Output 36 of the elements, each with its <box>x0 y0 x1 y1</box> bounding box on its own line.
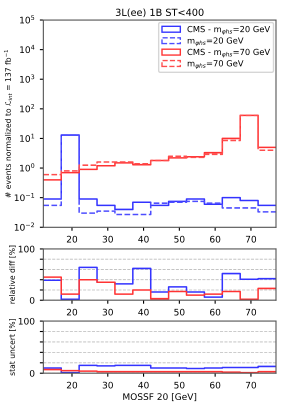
y-tick-label: 0 <box>30 370 34 377</box>
x-tick-label: 50 <box>174 382 184 389</box>
x-axis-title: MOSSF 20 [GeV] <box>123 393 196 402</box>
x-tick-label: 20 <box>66 308 78 316</box>
y-tick-label: 100 <box>18 318 34 325</box>
x-tick-label: 70 <box>246 308 256 316</box>
y-tick-label: 0 <box>30 296 34 304</box>
legend-label: m$_{φhs}$=20 GeV <box>188 37 244 46</box>
x-tick-label: 50 <box>174 308 184 316</box>
x-tick-label: 50 <box>174 236 184 243</box>
legend-label: CMS - m$_{φhs}$=70 GeV <box>187 48 270 58</box>
x-tick-label: 60 <box>210 382 220 389</box>
legend-label: m$_{φhs}$=70 GeV <box>188 60 244 69</box>
x-tick-label: 40 <box>138 236 149 243</box>
y-tick-label: 10$^{2}$ <box>20 104 34 112</box>
x-tick-label: 40 <box>138 308 149 316</box>
x-tick-label: 60 <box>210 236 220 243</box>
x-tick-label: 40 <box>138 382 149 389</box>
y-tick-label: 10$^{−1}$ <box>14 192 34 202</box>
x-tick-label: 30 <box>102 236 113 243</box>
y-tick-label: 10$^{0}$ <box>20 163 34 172</box>
y-tick-label: 10$^{−2}$ <box>14 222 34 231</box>
x-tick-label: 60 <box>210 308 220 316</box>
x-tick-label: 30 <box>102 308 113 316</box>
chart-title: 3L(ee) 1B ST<400 <box>116 8 204 18</box>
x-tick-label: 20 <box>66 382 78 389</box>
x-tick-label: 70 <box>246 236 256 243</box>
legend-label: CMS - m$_{φhs}$=20 GeV <box>187 26 270 35</box>
y-tick-label: 10$^{4}$ <box>20 44 34 54</box>
y-tick-label: 10$^{1}$ <box>20 134 34 142</box>
y-tick-label: 10$^{5}$ <box>20 15 34 24</box>
x-tick-label: 70 <box>246 382 256 389</box>
x-tick-label: 20 <box>66 236 78 243</box>
x-tick-label: 30 <box>102 382 113 389</box>
y-tick-label: 100 <box>18 246 34 253</box>
y-tick-label: 10$^{3}$ <box>20 74 34 83</box>
